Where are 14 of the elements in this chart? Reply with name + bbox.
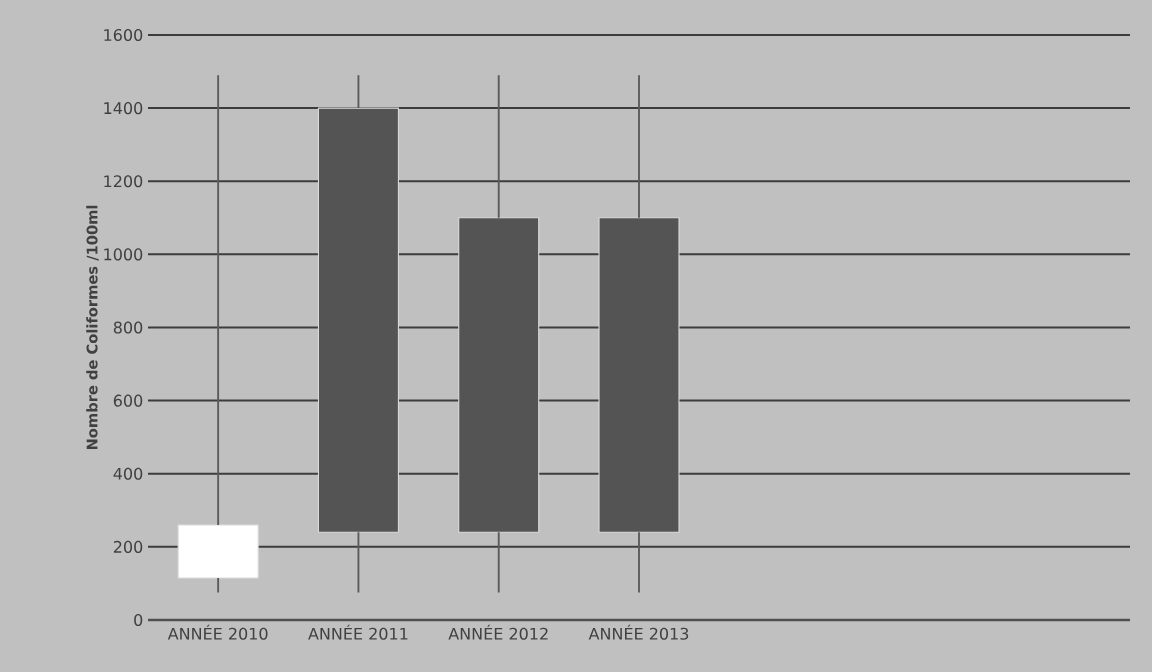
y-tick-label: 200 [113, 540, 143, 553]
y-tick-label: 1400 [104, 102, 143, 115]
x-tick-label: ANNÉE 2013 [588, 624, 689, 640]
y-tick-label: 1000 [104, 248, 143, 261]
x-tick-label: ANNÉE 2012 [448, 624, 548, 640]
y-tick-label: 0 [134, 613, 143, 627]
y-tick-label: 1200 [104, 175, 143, 188]
y-axis-title: Nombre de Coliformes /100ml [86, 205, 99, 450]
y-tick-label: 600 [113, 394, 143, 407]
y-tick-label: 800 [113, 321, 143, 334]
x-tick-label: ANNÉE 2010 [167, 624, 268, 640]
y-tick-label: 1600 [104, 28, 143, 42]
y-tick-label: 400 [113, 467, 143, 480]
x-tick-label: ANNÉE 2011 [308, 624, 408, 640]
